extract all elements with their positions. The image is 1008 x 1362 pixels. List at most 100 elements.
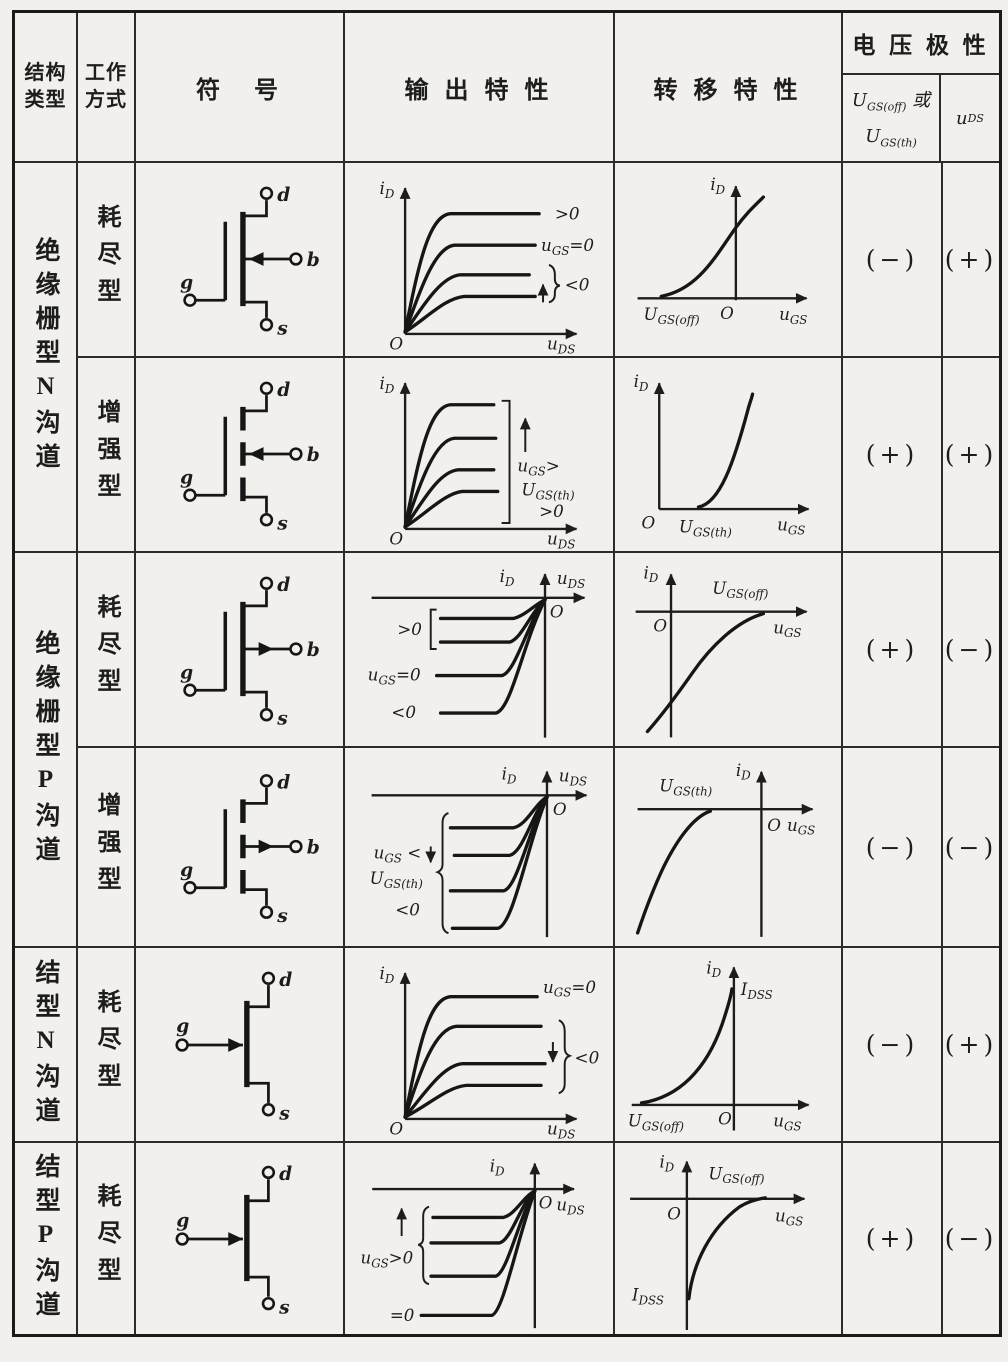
id-axis-label: iD: [500, 566, 515, 589]
axes-and-curves: [371, 573, 586, 738]
transfer-chart-row2: iD O UGS(th) uGS: [615, 358, 843, 553]
curve-label-lt0: <0: [395, 899, 420, 919]
uds-axis-label: uDS: [547, 1119, 575, 1140]
polarity-threshold-row6: (+): [843, 1143, 943, 1334]
symbol-drawing: [183, 576, 303, 722]
terminal-b: b: [307, 250, 320, 271]
group-insulated-gate-n-channel: 绝缘栅型N沟道: [15, 163, 78, 553]
terminal-b: b: [307, 640, 320, 661]
transfer-chart-row6: iD UGS(off) O uGS IDSS: [615, 1143, 843, 1334]
axes-and-curves: [637, 185, 808, 304]
id-axis-label: iD: [502, 764, 517, 787]
terminal-g: g: [180, 662, 193, 683]
terminal-g: g: [176, 1210, 189, 1231]
transfer-chart-row3: iD UGS(off) O uGS: [615, 553, 843, 748]
group-junction-n-channel: 结型N沟道: [15, 948, 78, 1143]
axes-and-curves: [399, 382, 578, 535]
pmos-depletion-symbol: d b g s: [180, 575, 320, 729]
terminal-s: s: [276, 514, 288, 535]
header-transfer-characteristic: 转 移 特 性: [615, 13, 843, 163]
axes-and-curves: [630, 1160, 806, 1331]
symbol-drawing: [175, 1165, 276, 1311]
axes-and-curves: [399, 187, 578, 340]
header-structure-line1: 结构: [24, 62, 67, 84]
transfer-characteristic-figure: iD O UGS(th) uGS: [634, 371, 810, 540]
curve-label-gt0: >0: [555, 204, 580, 224]
terminal-d: d: [279, 970, 292, 991]
mode-label: 耗尽型: [93, 204, 119, 315]
curve-label-gt0: >0: [539, 501, 564, 521]
pmos-enhancement-symbol: d b g s: [180, 773, 320, 927]
curve-label-lt0: <0: [565, 275, 590, 295]
header-output-characteristic: 输 出 特 性: [345, 13, 615, 163]
transfer-chart-row5: iD IDSS UGS(off) O uGS: [615, 948, 843, 1143]
uds-axis-label: uDS: [557, 568, 585, 591]
header-structure-type: 结构 类型: [15, 13, 78, 163]
axes-and-curves: [653, 382, 810, 515]
origin-label: O: [642, 513, 656, 533]
curve-label-ugs0: uGS=0: [543, 977, 596, 1000]
header-mode-line1: 工作: [85, 62, 127, 84]
output-chart-row3: iD uDS O >0 uGS=0 <0: [345, 553, 615, 748]
terminal-s: s: [278, 1297, 290, 1318]
axes-and-curves: [399, 972, 578, 1125]
symbol-cell-row4: d b g s: [136, 748, 345, 948]
group-label: 结型N沟道: [32, 958, 59, 1131]
terminal-g: g: [180, 272, 193, 293]
header-ugsoff-label: UGS(off) 或: [851, 90, 931, 114]
mode-label: 耗尽型: [93, 989, 119, 1100]
origin-label: O: [389, 334, 403, 354]
id-axis-label: iD: [379, 373, 394, 396]
mode-cell-row3: 耗尽型: [78, 553, 136, 748]
terminal-b: b: [307, 837, 320, 858]
group-junction-p-channel: 结型P沟道: [15, 1143, 78, 1334]
symbol-drawing: [183, 381, 303, 527]
origin-label: O: [667, 1204, 681, 1223]
origin-label: O: [653, 615, 667, 635]
transfer-characteristic-figure: iD UGS(th) O uGS: [635, 760, 815, 937]
uds-axis-label: uDS: [547, 334, 575, 355]
origin-label: O: [389, 529, 403, 549]
axes-and-curves: [631, 966, 810, 1131]
nmos-enhancement-symbol: d b g s: [180, 380, 320, 535]
polarity-threshold-row5: (−): [843, 948, 943, 1143]
id-axis-label: iD: [644, 562, 659, 585]
curve-label-ugsth: UGS(th): [521, 479, 575, 502]
header-structure-line2: 类型: [24, 89, 67, 111]
idss-label: IDSS: [740, 979, 773, 1002]
id-axis-label: iD: [379, 963, 394, 986]
output-chart-row6: iD uDS O uGS>0 =0: [345, 1143, 615, 1334]
ugs-axis-label: uGS: [787, 815, 815, 838]
polarity-uds-row2: (+): [943, 358, 999, 553]
transfer-chart-row4: iD UGS(th) O uGS: [615, 748, 843, 948]
group-label: 绝缘栅型P沟道: [32, 629, 59, 870]
ugsoff-label: UGS(off): [644, 304, 701, 327]
axes-and-curves: [635, 573, 808, 738]
curve-label-ugsth: UGS(th): [370, 868, 424, 891]
header-polarity-title: 电 压 极 性: [843, 13, 999, 75]
id-axis-label: iD: [706, 957, 721, 980]
terminal-d: d: [277, 773, 290, 794]
fet-comparison-table: 结构 类型 工作 方式 符 号 输 出 特 性 转 移 特 性 电 压 极 性 …: [12, 10, 1002, 1337]
mode-cell-row4: 增强型: [78, 748, 136, 948]
symbol-drawing: [175, 971, 276, 1117]
polarity-threshold-row4: (−): [843, 748, 943, 948]
id-axis-label: iD: [659, 1153, 674, 1175]
id-axis-label: iD: [736, 760, 751, 783]
ugsoff-label: UGS(off): [628, 1111, 685, 1134]
mode-cell-row5: 耗尽型: [78, 948, 136, 1143]
polarity-uds-row5: (+): [943, 948, 999, 1143]
id-axis-label: iD: [710, 174, 725, 197]
ugs-axis-label: uGS: [779, 304, 807, 327]
jfet-n-symbol: d g s: [175, 970, 292, 1125]
transfer-characteristic-figure: iD IDSS UGS(off) O uGS: [628, 957, 810, 1134]
jfet-p-symbol: d g s: [175, 1164, 292, 1318]
group-insulated-gate-p-channel: 绝缘栅型P沟道: [15, 553, 78, 948]
uds-axis-label: uDS: [556, 1196, 584, 1218]
polarity-uds-row1: (+): [943, 163, 999, 358]
origin-label: O: [553, 799, 567, 819]
output-characteristic-figure: iD uDS O >0 uGS=0 <0: [368, 566, 586, 738]
ugsoff-label: UGS(off): [712, 578, 769, 601]
curve-label-ugs0: uGS=0: [368, 665, 421, 688]
